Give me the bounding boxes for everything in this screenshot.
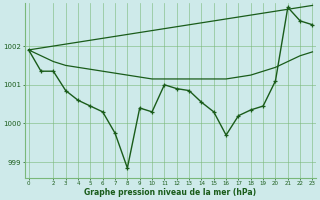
X-axis label: Graphe pression niveau de la mer (hPa): Graphe pression niveau de la mer (hPa) xyxy=(84,188,257,197)
